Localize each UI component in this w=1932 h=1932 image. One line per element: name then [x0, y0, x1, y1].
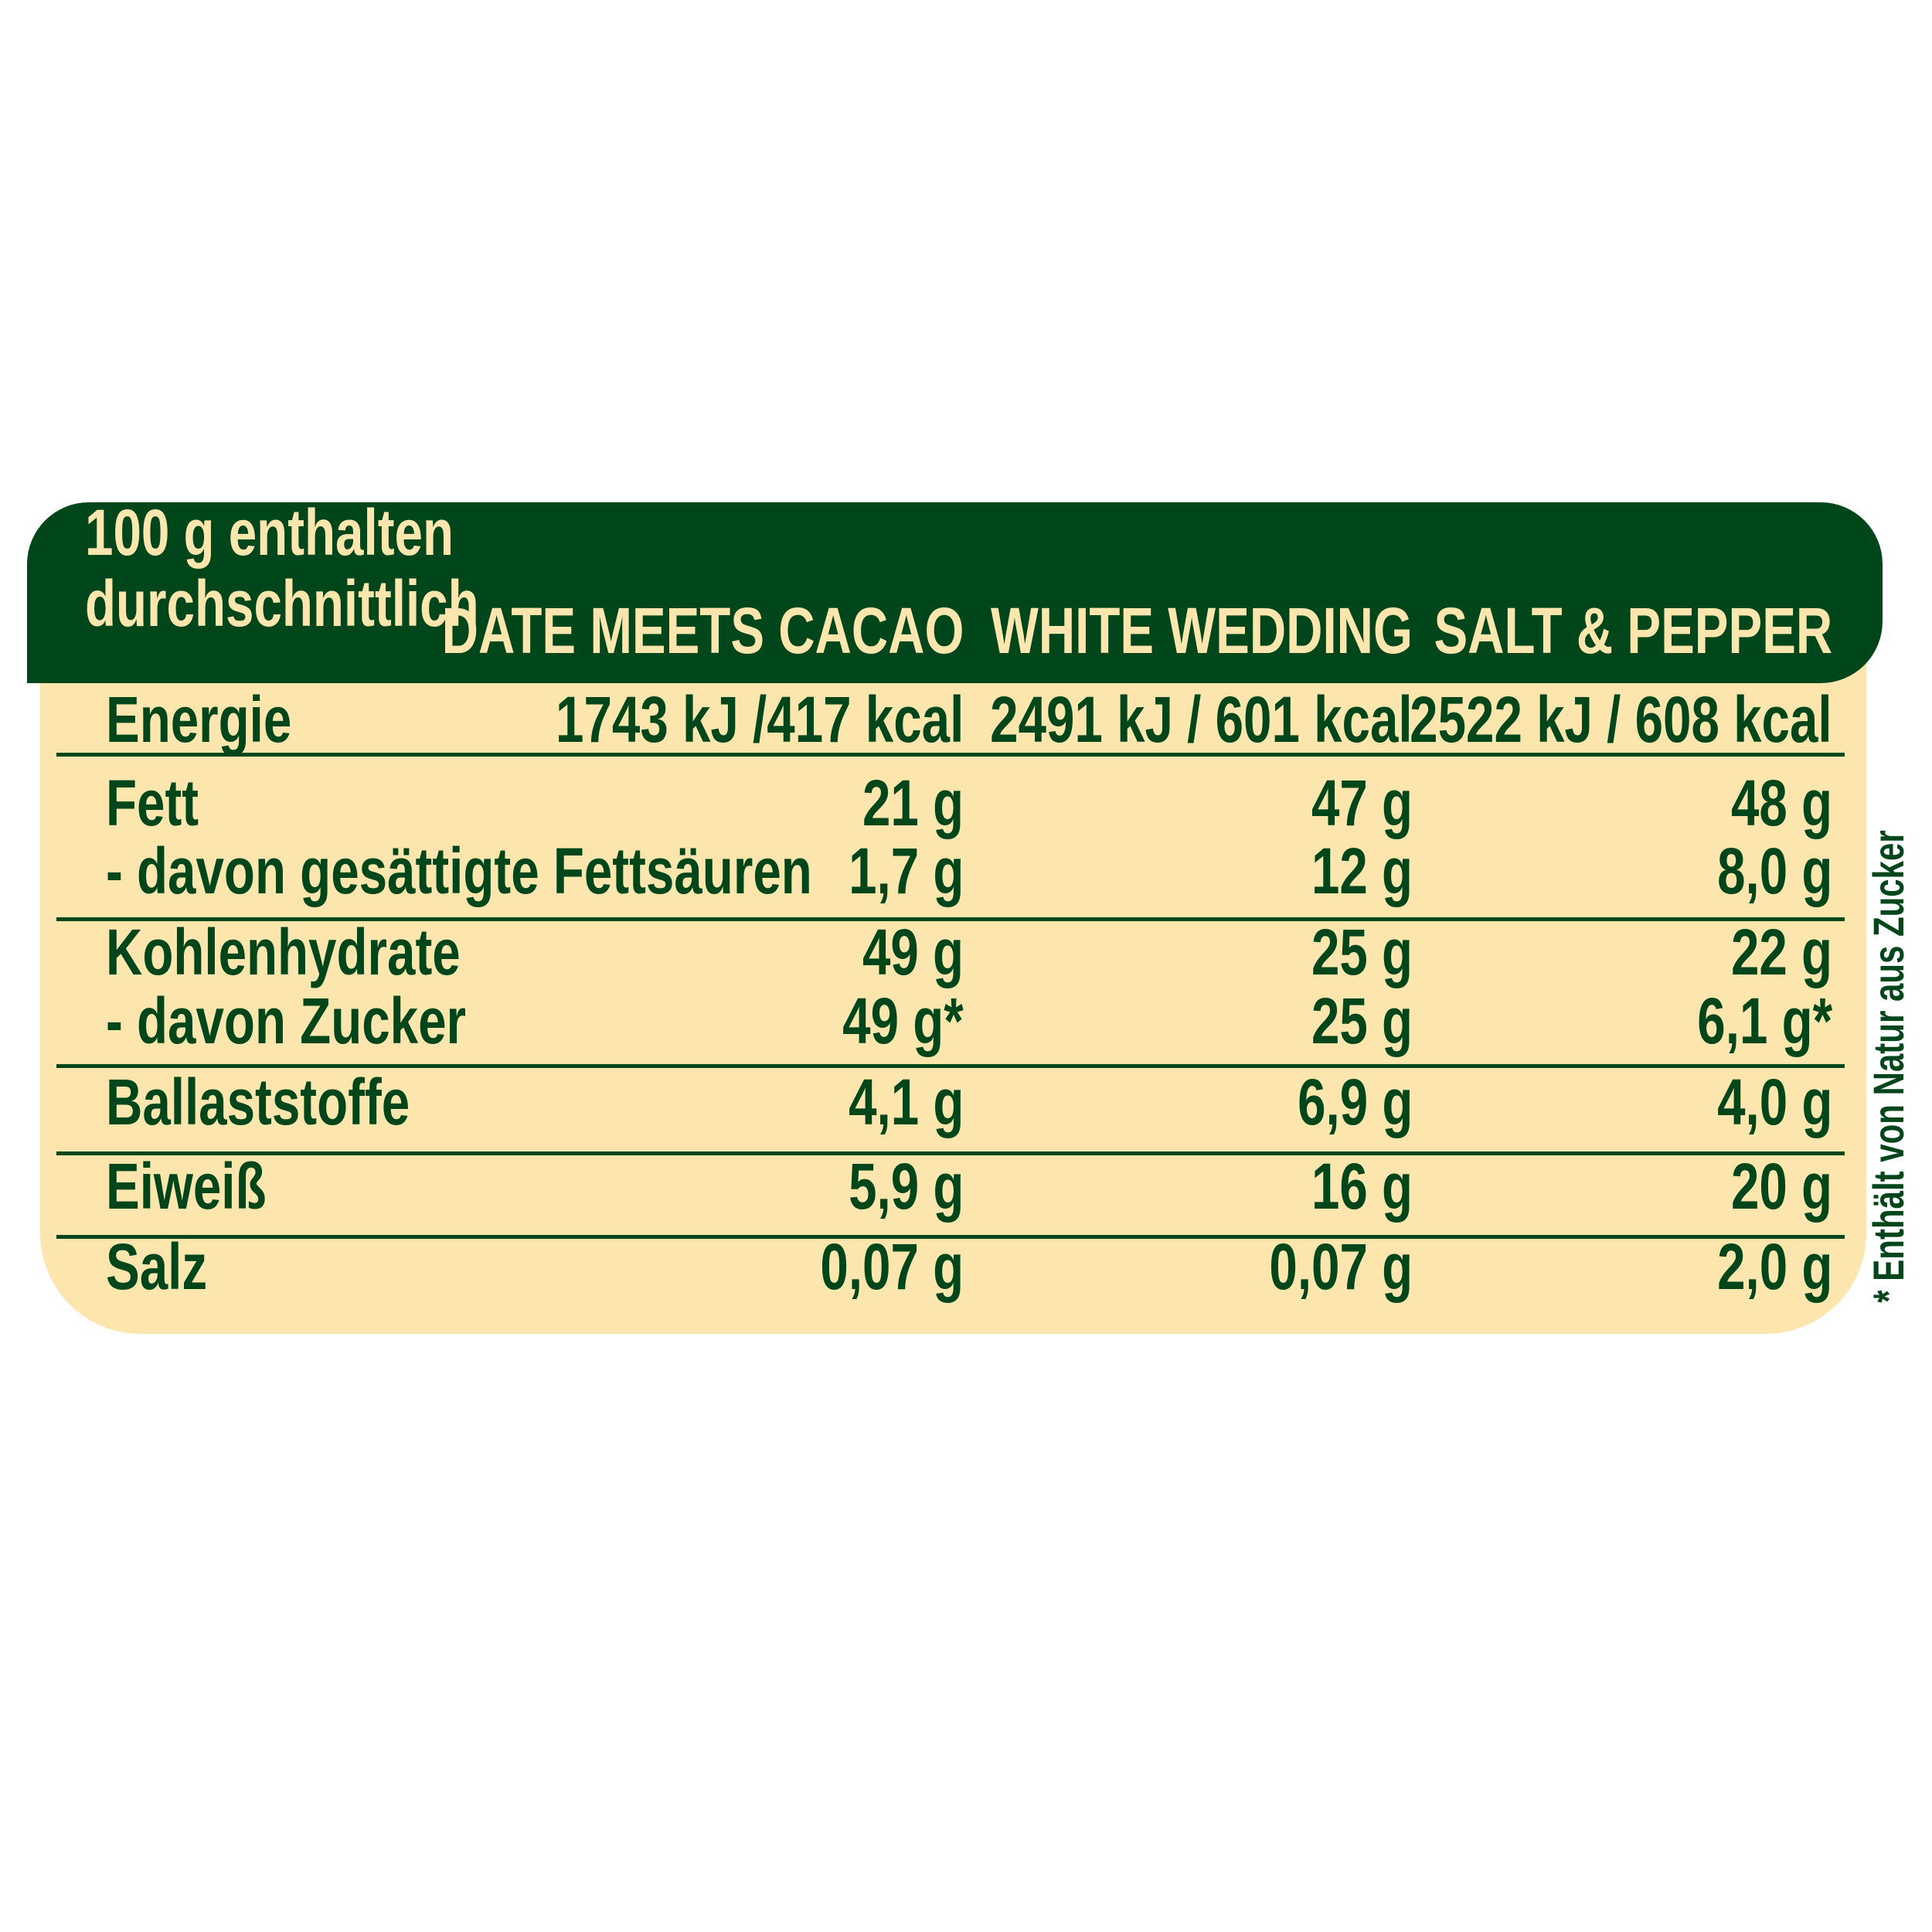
nutrient-label: Ballaststoffe	[106, 1066, 410, 1138]
nutrient-value: 2491 kJ / 601 kcal	[990, 683, 1413, 756]
nutrient-value: 25 g	[1311, 985, 1413, 1057]
nutrient-label: Eiweiß	[106, 1150, 267, 1223]
nutrient-value: 5,9 g	[848, 1150, 964, 1223]
nutrient-value: 4,1 g	[848, 1066, 964, 1138]
nutrient-label: - davon Zucker	[106, 985, 467, 1057]
nutrient-value: 2522 kJ / 608 kcal	[1410, 683, 1832, 756]
table-header-band	[27, 502, 1883, 683]
nutrient-value: 12 g	[1311, 835, 1413, 907]
column-header-date-meets-cacao: DATE MEETS CACAO	[441, 594, 964, 667]
footnote-sugar: * Enthält von Natur aus Zucker	[1864, 830, 1913, 1303]
nutrient-value: 2,0 g	[1716, 1230, 1832, 1303]
nutrient-value: 16 g	[1311, 1150, 1413, 1223]
nutrient-value: 1,7 g	[848, 835, 964, 907]
nutrient-value: 48 g	[1730, 767, 1832, 839]
nutrient-value: 21 g	[862, 767, 964, 839]
nutrient-value: 1743 kJ /417 kcal	[555, 683, 964, 756]
nutrient-value: 20 g	[1730, 1150, 1832, 1223]
row-divider	[56, 917, 1845, 921]
nutrient-label: Fett	[106, 767, 199, 839]
nutrient-value: 6,9 g	[1297, 1066, 1413, 1138]
header-title-line1: 100 g enthalten	[85, 496, 454, 569]
nutrient-value: 49 g	[862, 916, 964, 988]
table-body-panel	[40, 634, 1866, 1334]
nutrient-value: 22 g	[1730, 916, 1832, 988]
nutrient-value: 49 g*	[842, 985, 964, 1057]
nutrient-value: 25 g	[1311, 916, 1413, 988]
nutrient-label: - davon gesättigte Fettsäuren	[106, 835, 812, 907]
nutrient-label: Kohlenhydrate	[106, 916, 461, 988]
row-divider	[56, 753, 1845, 757]
nutrient-value: 6,1 g*	[1697, 985, 1832, 1057]
column-header-salt-pepper: SALT & PEPPER	[1434, 594, 1832, 667]
column-header-white-wedding: WHITE WEDDING	[991, 594, 1413, 667]
nutrient-value: 4,0 g	[1716, 1066, 1832, 1138]
header-title-line2: durchschnittlich	[85, 567, 479, 640]
row-divider	[56, 1064, 1845, 1068]
nutrient-value: 0,07 g	[1269, 1230, 1413, 1303]
row-divider	[56, 1235, 1845, 1239]
nutrient-label: Energie	[106, 683, 292, 756]
nutrient-label: Salz	[106, 1230, 208, 1303]
nutrient-value: 47 g	[1311, 767, 1413, 839]
row-divider	[56, 1151, 1845, 1155]
nutrient-value: 8,0 g	[1716, 835, 1832, 907]
nutrient-value: 0,07 g	[820, 1230, 964, 1303]
